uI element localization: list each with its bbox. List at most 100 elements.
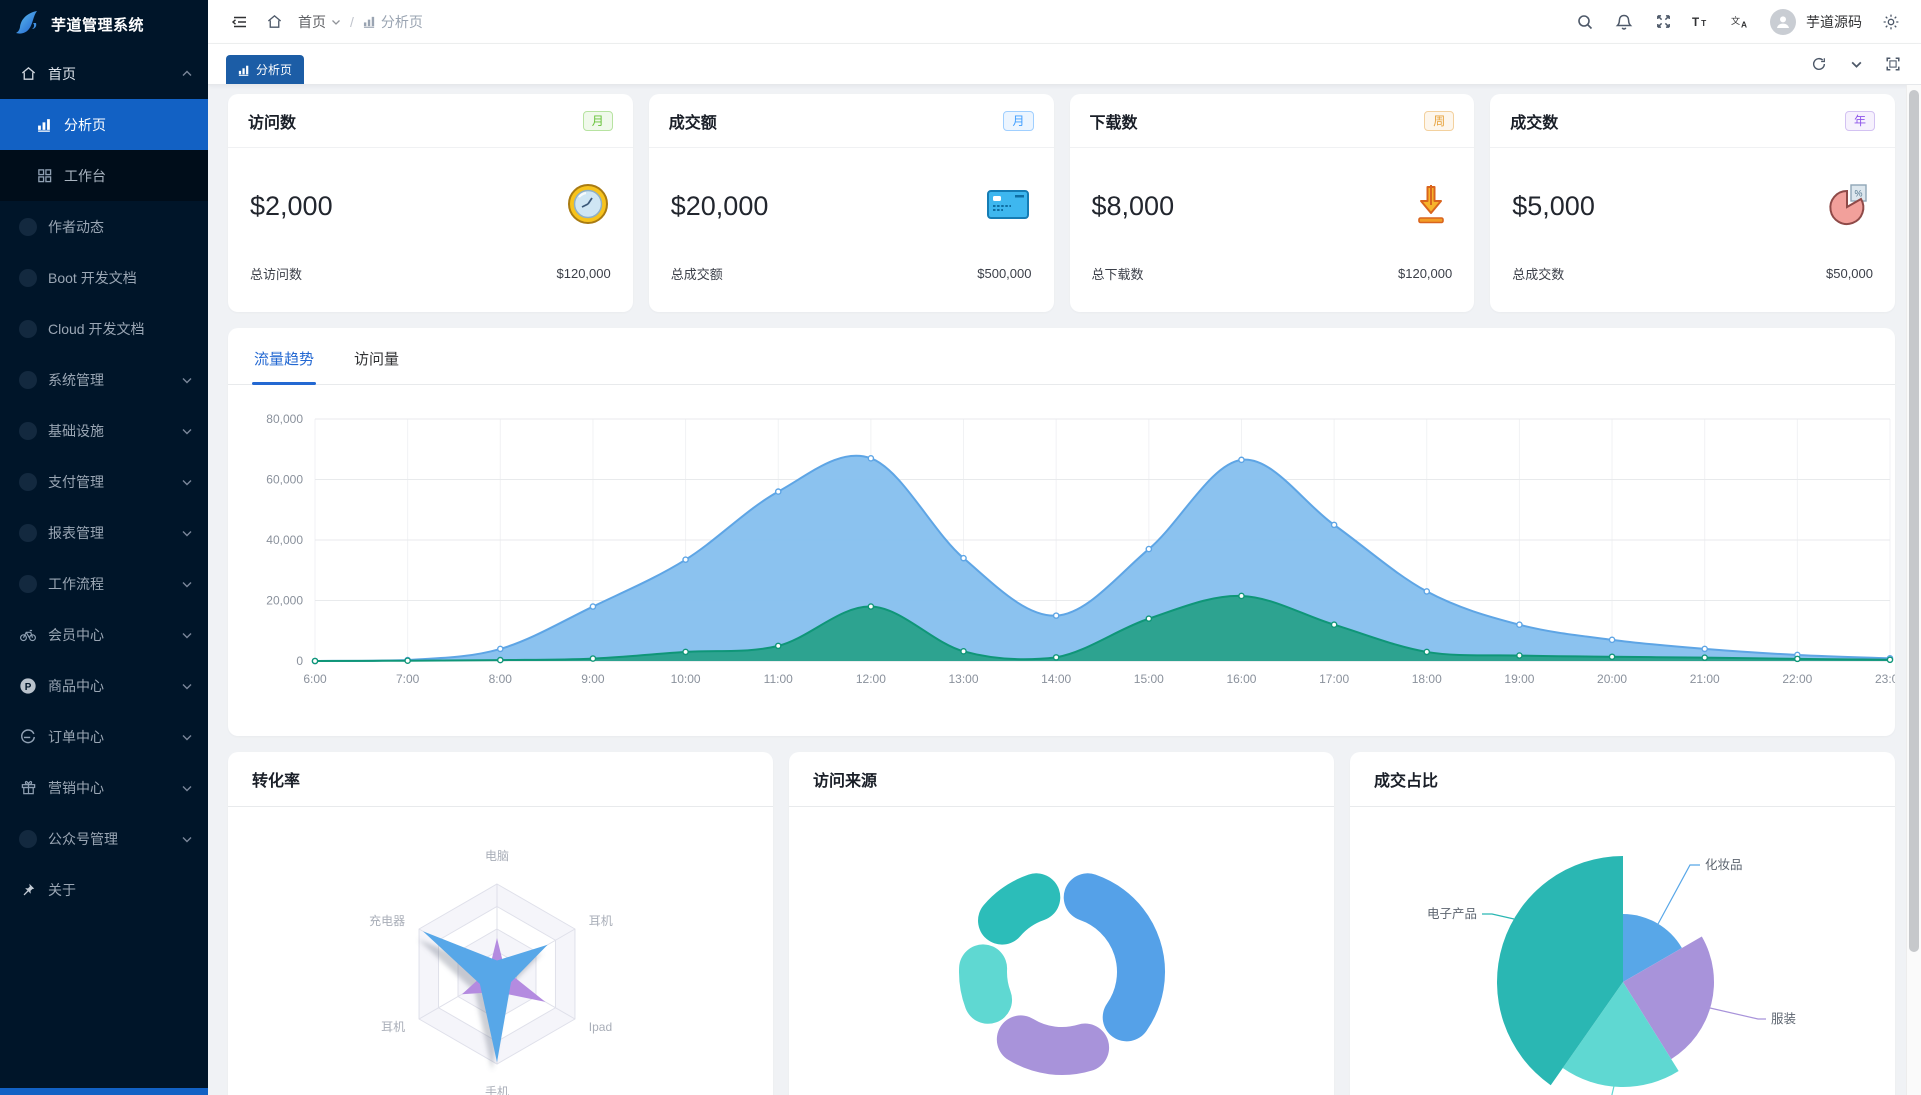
avatar[interactable]: [1770, 8, 1796, 35]
maximize-frame-icon[interactable]: [1883, 54, 1903, 74]
sidebar: 芋道管理系统 首页分析页工作台作者动态 Boot 开发文档 Cloud 开发文档 系统…: [0, 0, 208, 1095]
tabbar-actions: [1809, 54, 1903, 74]
card-title: 访问数: [248, 114, 297, 132]
stat-card-0: 访问数 月 $2,000 总访问数 $120,000: [228, 94, 633, 312]
sidebar-item-label: 支付管理: [48, 473, 104, 490]
settings-gear-icon[interactable]: [1881, 12, 1901, 32]
sidebar-item-1[interactable]: 分析页: [0, 99, 208, 150]
svg-text:20,000: 20,000: [266, 594, 303, 608]
card-title: 成交额: [668, 114, 717, 132]
sidebar-item-8[interactable]: 支付管理: [0, 456, 208, 507]
svg-text:16:00: 16:00: [1226, 672, 1256, 686]
sidebar-item-label: 公众号管理: [48, 830, 118, 847]
dot: [18, 523, 38, 543]
trend-tab-1[interactable]: 访问量: [354, 351, 400, 368]
search-icon[interactable]: [1575, 12, 1595, 32]
logo-icon: [13, 7, 43, 42]
sidebar-item-7[interactable]: 基础设施: [0, 405, 208, 456]
bike-icon: [18, 625, 38, 645]
sidebar-item-label: 分析页: [64, 116, 106, 133]
svg-text:耳机: 耳机: [589, 914, 613, 928]
svg-text:T: T: [1692, 16, 1699, 29]
sidebar-item-label: 工作台: [64, 167, 106, 184]
dot: [18, 829, 38, 849]
svg-text:17:00: 17:00: [1319, 672, 1349, 686]
card-value: $2,000: [250, 190, 333, 221]
chevron-down-icon[interactable]: [1846, 54, 1866, 74]
sidebar-item-16[interactable]: 关于: [0, 864, 208, 915]
refresh-icon[interactable]: [1809, 54, 1829, 74]
donut-chart[interactable]: [789, 807, 1334, 1095]
sidebar-item-12[interactable]: P 商品中心: [0, 660, 208, 711]
card-icon: [984, 184, 1032, 229]
logo[interactable]: 芋道管理系统: [0, 0, 208, 48]
svg-text:耳机: 耳机: [381, 1020, 405, 1034]
breadcrumb-current: 分析页: [363, 12, 423, 32]
sidebar-item-2[interactable]: 工作台: [0, 150, 208, 201]
deal-share-panel: 成交占比 化妆品 服装 电子产品: [1350, 752, 1895, 1095]
sidebar-item-13[interactable]: 订单中心: [0, 711, 208, 762]
sidebar-bottom-strip: [0, 1088, 208, 1095]
sidebar-item-label: 关于: [48, 881, 76, 898]
notification-bell-icon[interactable]: [1614, 12, 1634, 32]
bar-chart-icon: [238, 65, 249, 76]
chevron-down-icon: [180, 680, 194, 692]
sidebar-item-label: Cloud 开发文档: [48, 320, 145, 337]
card-footer-value: $120,000: [556, 266, 611, 281]
svg-text:80,000: 80,000: [266, 412, 303, 426]
svg-text:13:00: 13:00: [949, 672, 979, 686]
gift-icon: [18, 778, 38, 798]
collapse-sidebar-icon[interactable]: [230, 12, 250, 32]
stat-card-3: 成交数 年 $5,000 % 总成交数 $50,000: [1490, 94, 1895, 312]
sidebar-item-5[interactable]: Cloud 开发文档: [0, 303, 208, 354]
fullscreen-icon[interactable]: [1653, 12, 1673, 32]
sidebar-item-0[interactable]: 首页: [0, 48, 208, 99]
sidebar-item-label: 系统管理: [48, 371, 104, 388]
trend-tab-0[interactable]: 流量趋势: [252, 334, 317, 385]
sidebar-item-14[interactable]: 营销中心: [0, 762, 208, 813]
sidebar-item-4[interactable]: Boot 开发文档: [0, 252, 208, 303]
svg-text:文: 文: [1731, 15, 1740, 26]
scrollbar-thumb[interactable]: [1909, 90, 1919, 952]
sidebar-item-label: 基础设施: [48, 422, 104, 439]
username[interactable]: 芋道源码: [1806, 13, 1862, 30]
chevron-down-icon: [180, 476, 194, 488]
sidebar-item-10[interactable]: 工作流程: [0, 558, 208, 609]
home-icon[interactable]: [264, 12, 284, 32]
svg-text:19:00: 19:00: [1504, 672, 1534, 686]
sidebar-item-11[interactable]: 会员中心: [0, 609, 208, 660]
tab-analysis-page[interactable]: 分析页: [226, 55, 305, 84]
area-chart[interactable]: 0 20,000 40,000 60,000 80,000 6:00 7:00 8:00 9:0…: [228, 385, 1895, 730]
dot: [18, 268, 38, 288]
svg-text:60,000: 60,000: [266, 473, 303, 487]
panel-title: 成交占比: [1350, 752, 1895, 807]
breadcrumb-separator: /: [350, 13, 354, 30]
pie-label: 化妆品: [1705, 858, 1743, 872]
sidebar-item-15[interactable]: 公众号管理: [0, 813, 208, 864]
sidebar-item-3[interactable]: 作者动态: [0, 201, 208, 252]
chevron-down-icon: [180, 425, 194, 437]
svg-text:21:00: 21:00: [1690, 672, 1720, 686]
top-navbar: 首页 / 分析页: [208, 0, 1921, 44]
svg-text:T: T: [1701, 18, 1706, 28]
page-scrollbar[interactable]: [1906, 85, 1921, 1095]
breadcrumb-home[interactable]: 首页: [298, 13, 326, 30]
card-footer-value: $120,000: [1398, 266, 1453, 281]
svg-text:18:00: 18:00: [1412, 672, 1442, 686]
sidebar-item-9[interactable]: 报表管理: [0, 507, 208, 558]
sidebar-item-6[interactable]: 系统管理: [0, 354, 208, 405]
svg-text:15:00: 15:00: [1134, 672, 1164, 686]
app-title: 芋道管理系统: [51, 16, 145, 34]
grid-icon: [34, 166, 54, 186]
dot: [18, 370, 38, 390]
svg-text:6:00: 6:00: [303, 672, 327, 686]
main-area: 首页 / 分析页: [208, 0, 1921, 1095]
sidebar-item-label: 工作流程: [48, 575, 104, 592]
dot: [18, 574, 38, 594]
navbar-left: 首页 / 分析页: [230, 12, 423, 32]
